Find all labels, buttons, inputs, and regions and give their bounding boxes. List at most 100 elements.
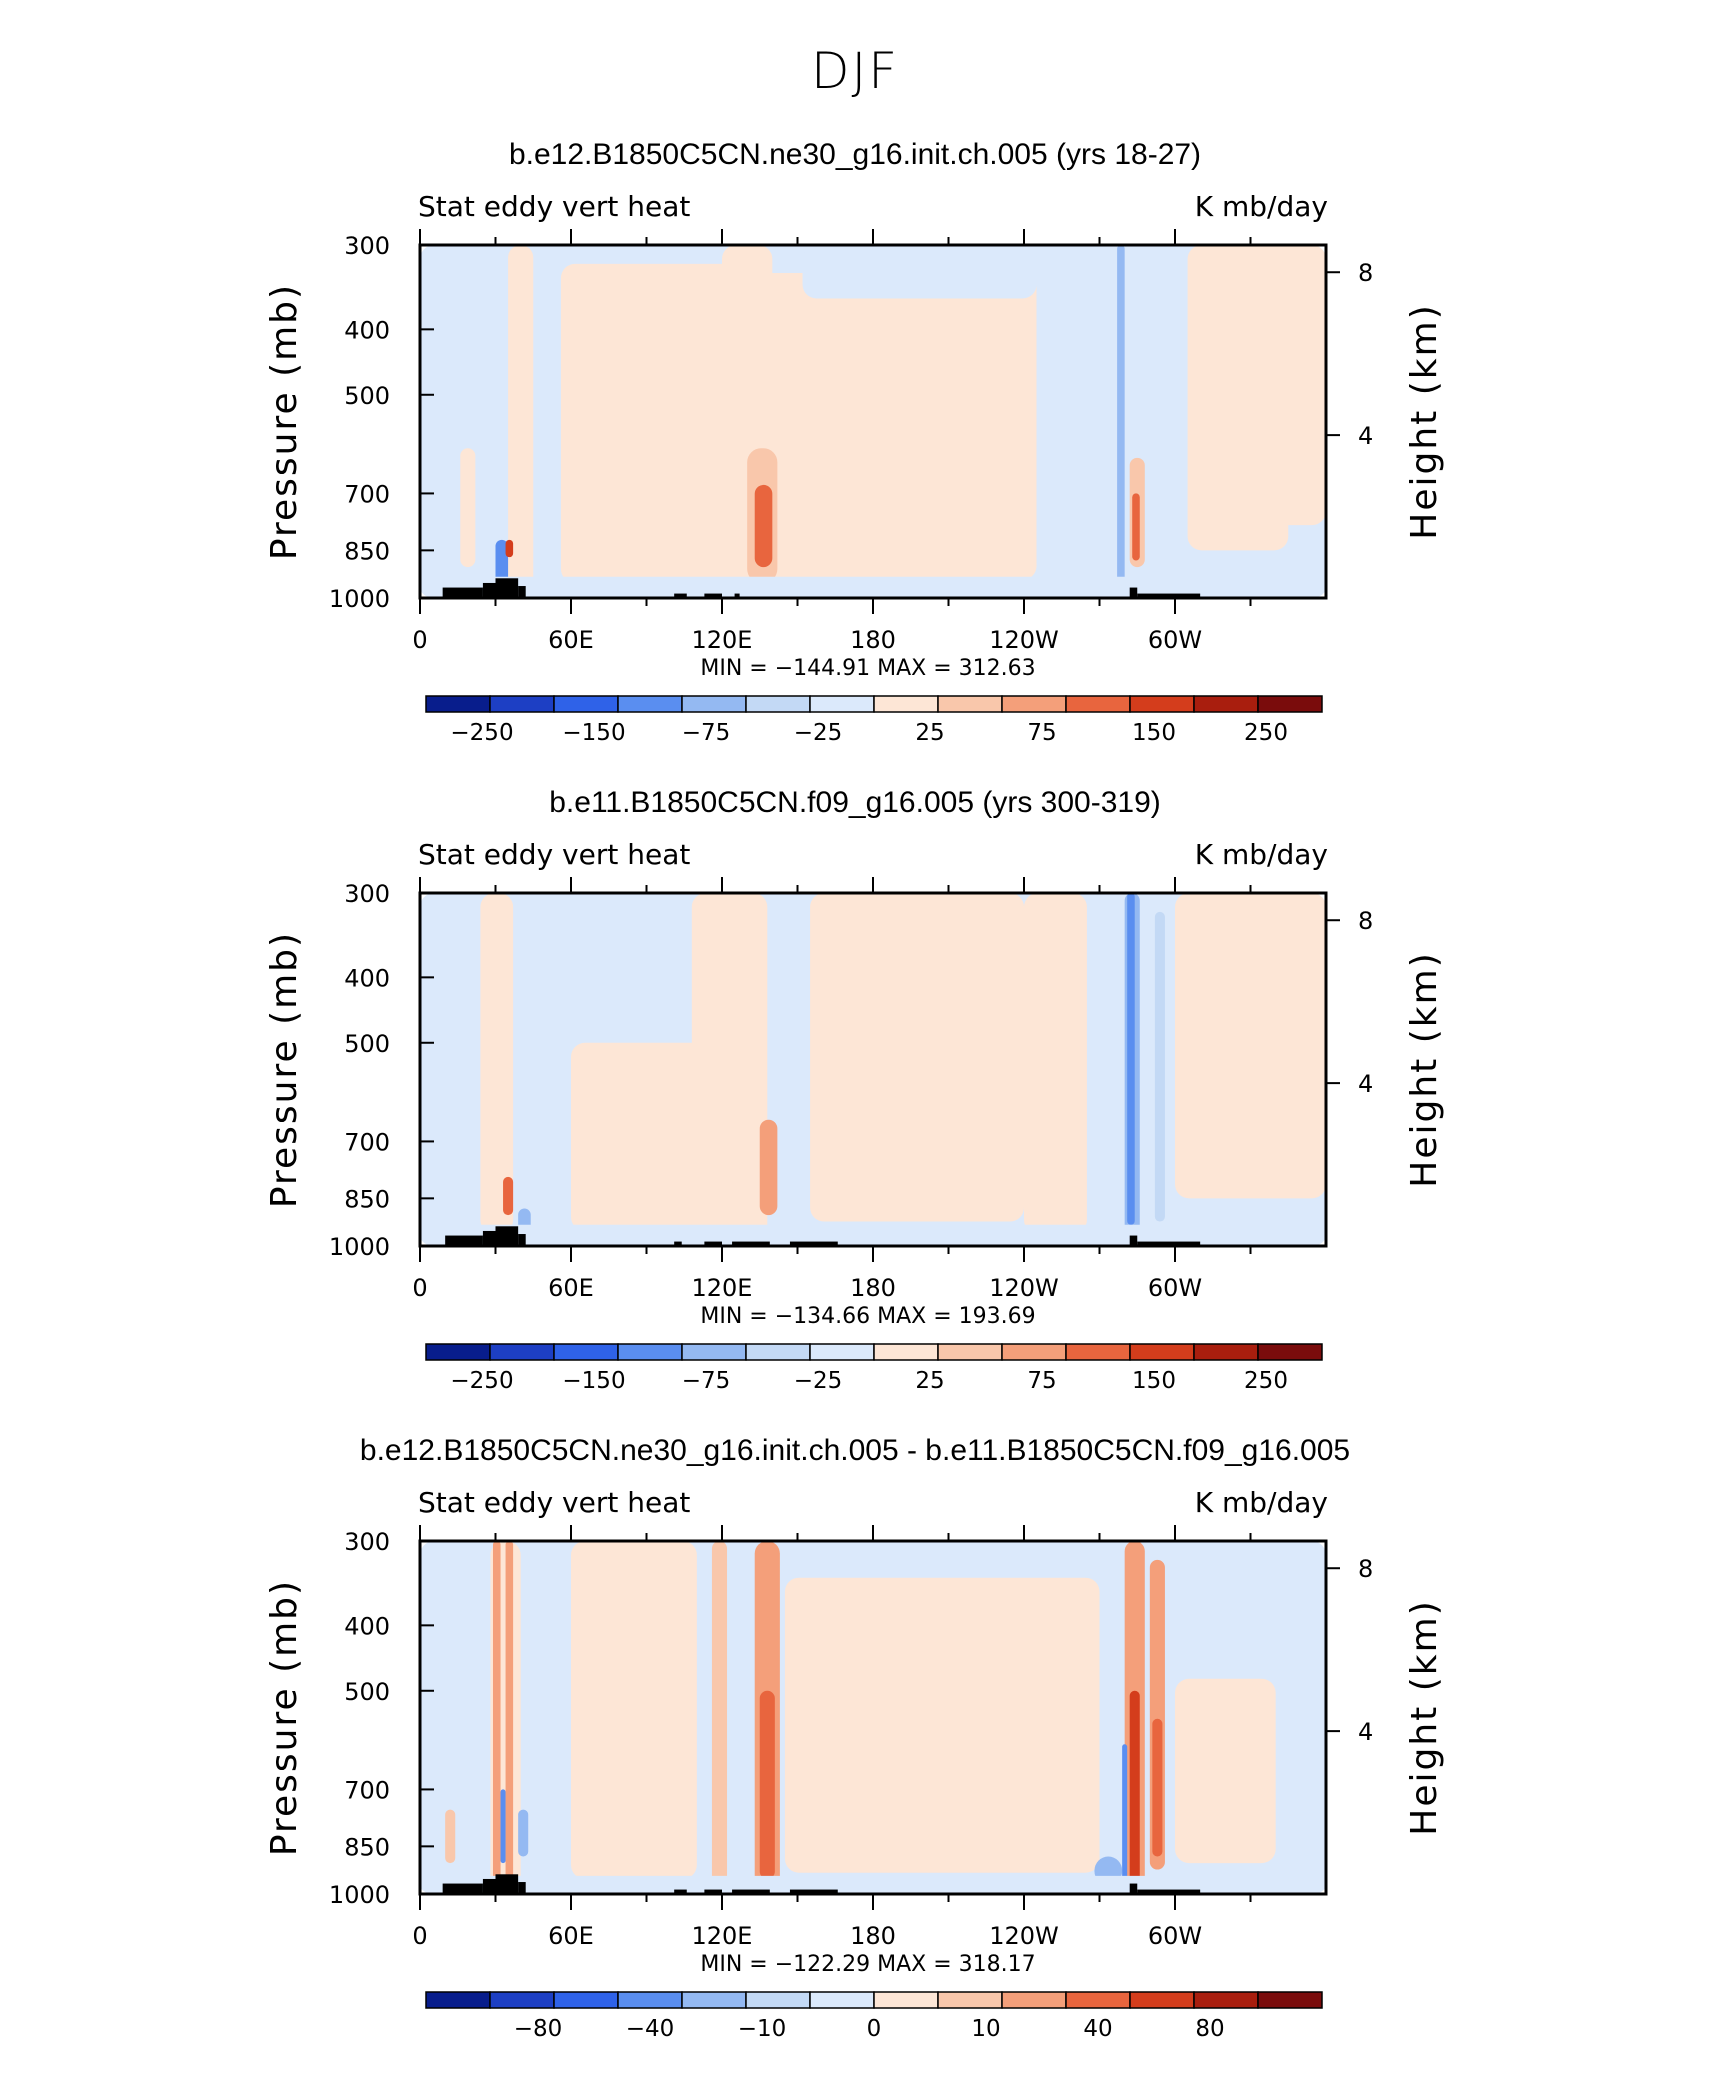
colorbar-box xyxy=(1193,1991,1259,2009)
contour-region xyxy=(420,576,1326,598)
contour-field xyxy=(420,245,1326,598)
topography-block xyxy=(1137,1241,1201,1246)
contour-region xyxy=(1117,245,1125,583)
panel-title: b.e12.B1850C5CN.ne30_g16.init.ch.005 - b… xyxy=(360,1434,1350,1467)
topography-block xyxy=(495,1874,519,1894)
colorbar-box xyxy=(745,1991,811,2009)
pressure-tick-label: 400 xyxy=(344,1612,390,1640)
contour-region xyxy=(810,893,1024,1222)
contour-region xyxy=(802,245,1037,299)
topography-block xyxy=(1129,1883,1138,1894)
colorbar-label: 25 xyxy=(915,1368,944,1394)
units-label: K mb/day xyxy=(1195,190,1328,223)
height-tick-label: 4 xyxy=(1358,1718,1373,1746)
colorbar-box xyxy=(1257,1991,1323,2009)
units-label: K mb/day xyxy=(1195,838,1328,871)
colorbar-label: 0 xyxy=(867,2016,882,2042)
colorbar-box xyxy=(681,1991,747,2009)
colorbar-label: −25 xyxy=(794,1368,843,1394)
topography-block xyxy=(789,1241,838,1246)
topography-block xyxy=(495,1226,519,1246)
y2-axis-title: Height (km) xyxy=(1404,951,1445,1187)
topography-block xyxy=(732,1241,770,1246)
topography-block xyxy=(704,593,722,598)
contour-region xyxy=(1127,893,1135,1225)
contour-region xyxy=(505,1541,514,1894)
lon-tick-label: 180 xyxy=(850,1274,896,1302)
contour-region xyxy=(505,539,514,558)
colorbar-box xyxy=(425,1991,491,2009)
topography-block xyxy=(674,1241,682,1246)
contour-region xyxy=(560,263,748,583)
contour-region xyxy=(1132,493,1140,561)
colorbar-label: −75 xyxy=(682,720,731,746)
colorbar-box xyxy=(1001,1991,1067,2009)
pressure-tick-label: 400 xyxy=(344,964,390,992)
pressure-tick-label: 700 xyxy=(344,480,390,508)
colorbar-box xyxy=(1257,1343,1323,1361)
topography-block xyxy=(704,1889,722,1894)
height-tick-label: 8 xyxy=(1358,1555,1373,1583)
topography-block xyxy=(445,1235,483,1246)
topography-block xyxy=(1129,587,1138,598)
topography-block xyxy=(704,1241,722,1246)
lon-tick-label: 180 xyxy=(850,626,896,654)
colorbar-label: 40 xyxy=(1083,2016,1112,2042)
colorbar-label: 250 xyxy=(1244,1368,1288,1394)
colorbar-box xyxy=(1129,1991,1195,2009)
panel-title: b.e11.B1850C5CN.f09_g16.005 (yrs 300-319… xyxy=(549,786,1161,819)
pressure-tick-label: 300 xyxy=(344,232,390,260)
y2-axis-title: Height (km) xyxy=(1404,1599,1445,1835)
contour-region xyxy=(480,893,514,1235)
contour-field xyxy=(420,1541,1326,1894)
colorbar-label: −75 xyxy=(682,1368,731,1394)
y-axis-title: Pressure (mb) xyxy=(264,1579,305,1856)
y2-axis-title: Height (km) xyxy=(1404,303,1445,539)
topography-block xyxy=(442,1883,483,1894)
panel-3: b.e12.B1850C5CN.ne30_g16.init.ch.005 - b… xyxy=(0,1296,1710,2042)
contour-region xyxy=(571,1541,697,1879)
topography-block xyxy=(674,593,687,598)
colorbar-box xyxy=(489,1991,555,2009)
topography-block xyxy=(518,1234,526,1246)
min-max-text: MIN = −144.91 MAX = 312.63 xyxy=(700,656,1035,681)
contour-region xyxy=(492,1541,501,1894)
pressure-tick-label: 1000 xyxy=(329,1233,390,1261)
pressure-tick-label: 300 xyxy=(344,1528,390,1556)
topography-block xyxy=(518,1882,526,1894)
colorbar-box xyxy=(1257,695,1323,713)
contour-region xyxy=(445,1809,456,1864)
colorbar-label: 150 xyxy=(1132,720,1176,746)
colorbar-box xyxy=(617,1991,683,2009)
contour-region xyxy=(508,245,534,598)
contour-region xyxy=(759,1119,778,1216)
contour-region xyxy=(759,1690,775,1879)
topography-block xyxy=(734,593,740,598)
colorbar-label: 80 xyxy=(1195,2016,1224,2042)
lon-tick-label: 0 xyxy=(412,1922,427,1950)
colorbar-label: 250 xyxy=(1244,720,1288,746)
contour-region xyxy=(1175,893,1326,1199)
lon-tick-label: 120W xyxy=(989,626,1059,654)
contour-region xyxy=(784,1577,1100,1873)
page-title: DJF xyxy=(810,42,899,100)
chart-svg: b.e12.B1850C5CN.ne30_g16.init.ch.005 - b… xyxy=(264,1434,1445,2042)
colorbar-label: −250 xyxy=(450,720,513,746)
pressure-tick-label: 400 xyxy=(344,316,390,344)
pressure-tick-label: 500 xyxy=(344,1678,390,1706)
colorbar-box xyxy=(937,1991,1003,2009)
contour-region xyxy=(1154,911,1165,1222)
colorbar-label: 75 xyxy=(1027,720,1056,746)
lon-tick-label: 60E xyxy=(548,626,594,654)
contour-field xyxy=(420,893,1326,1246)
topography-block xyxy=(518,586,526,598)
lon-tick-label: 120W xyxy=(989,1922,1059,1950)
colorbar-box xyxy=(1065,1991,1131,2009)
pressure-tick-label: 700 xyxy=(344,1776,390,1804)
topography-block xyxy=(482,1230,496,1246)
lon-tick-label: 60W xyxy=(1148,1274,1202,1302)
variable-label: Stat eddy vert heat xyxy=(418,1486,690,1519)
pressure-tick-label: 850 xyxy=(344,537,390,565)
variable-label: Stat eddy vert heat xyxy=(418,190,690,223)
colorbar-label: −25 xyxy=(794,720,843,746)
